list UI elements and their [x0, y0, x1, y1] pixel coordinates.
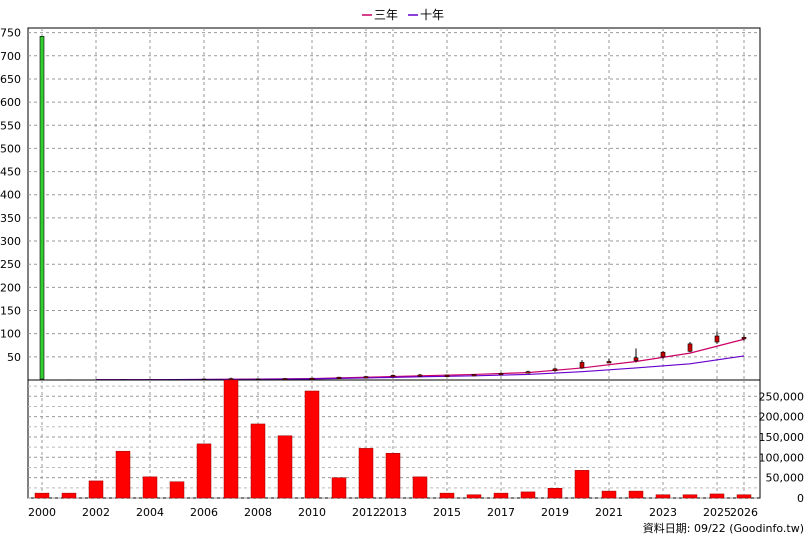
price-ytick-8: 450 [0, 166, 21, 179]
legend-label-0: 三年 [374, 8, 398, 22]
volume-bar-2020 [574, 470, 590, 499]
volume-ytick-5: 250,000 [759, 390, 805, 403]
candle-body-2011 [336, 376, 342, 380]
x-tick-label-2012: 2012 [352, 506, 380, 519]
volume-bar-2019 [547, 487, 563, 499]
volume-bar-2021 [601, 490, 617, 499]
price-ytick-2: 150 [0, 305, 21, 318]
volume-bar-2009 [277, 435, 293, 499]
candle-body-2021 [606, 361, 612, 364]
volume-bar-2002 [88, 480, 104, 499]
volume-bar-2026 [736, 494, 752, 499]
x-tick-label-2008: 2008 [244, 506, 272, 519]
price-ytick-14: 750 [0, 27, 21, 40]
x-tick-label-2000: 2000 [28, 506, 56, 519]
x-tick-label-2017: 2017 [487, 506, 515, 519]
volume-ytick-4: 200,000 [759, 411, 805, 424]
x-tick-label-2013: 2013 [379, 506, 407, 519]
chart-legend: 三年 十年 [362, 8, 444, 22]
volume-ytick-2: 100,000 [759, 451, 805, 464]
x-tick-label-2002: 2002 [82, 506, 110, 519]
volume-bar-2000 [34, 492, 50, 499]
x-tick-label-2015: 2015 [433, 506, 461, 519]
volume-bar-2003 [115, 450, 131, 499]
candle-body-2018 [525, 371, 531, 374]
x-tick-label-2026: 2026 [730, 506, 758, 519]
x-tick-label-2004: 2004 [136, 506, 164, 519]
x-tick-label-2019: 2019 [541, 506, 569, 519]
volume-bar-2014 [412, 476, 428, 499]
volume-bar-2025 [709, 493, 725, 499]
volume-bar-2024 [682, 494, 698, 499]
candle-body-2016 [471, 374, 477, 377]
price-ytick-13: 700 [0, 50, 21, 63]
candle-body-2013 [390, 375, 396, 378]
x-tick-label-2010: 2010 [298, 506, 326, 519]
price-ytick-4: 250 [0, 258, 21, 271]
price-ytick-7: 400 [0, 189, 21, 202]
candle-body-2020 [579, 362, 585, 369]
candle-body-2015 [444, 374, 450, 377]
price-ytick-1: 100 [0, 328, 21, 341]
volume-bar-2023 [655, 494, 671, 499]
candle-body-2022 [633, 357, 639, 361]
volume-bar-2007 [223, 379, 239, 499]
price-ytick-10: 550 [0, 119, 21, 132]
data-date-footer: 資料日期: 09/22 (Goodinfo.tw) [643, 521, 804, 535]
price-ytick-6: 350 [0, 212, 21, 225]
volume-bar-2010 [304, 390, 320, 499]
volume-bar-2005 [169, 481, 185, 499]
candle-body-2017 [498, 372, 504, 376]
volume-bar-2001 [61, 492, 77, 499]
candle-body-2010 [309, 377, 315, 380]
price-ytick-0: 50 [7, 351, 21, 364]
price-plot-area [27, 27, 761, 381]
volume-bar-2011 [331, 477, 347, 499]
volume-bar-2008 [250, 423, 266, 499]
candle-body-2012 [363, 376, 369, 379]
candle-body-2023 [660, 351, 666, 358]
volume-bar-2016 [466, 494, 482, 499]
volume-bar-2006 [196, 443, 212, 499]
volume-ytick-0: 0 [797, 492, 804, 505]
volume-bar-2022 [628, 490, 644, 499]
candle-body-2025 [714, 335, 720, 343]
price-ytick-11: 600 [0, 96, 21, 109]
volume-bar-2012 [358, 448, 374, 499]
x-tick-label-2021: 2021 [595, 506, 623, 519]
candle-body-2026 [741, 337, 747, 340]
legend-label-1: 十年 [420, 8, 444, 22]
price-ytick-12: 650 [0, 73, 21, 86]
volume-ytick-1: 50,000 [766, 472, 805, 485]
volume-panel: 0 50,000 100,000 150,000 200,000 250,000 [27, 379, 805, 505]
x-tick-label-2025: 2025 [703, 506, 731, 519]
x-axis-labels: 2000 2002 2004 2006 2008 2010 2012 2013 2015 2017… [28, 506, 758, 519]
candle-body-2000 [39, 36, 45, 380]
volume-ytick-3: 150,000 [759, 431, 805, 444]
x-tick-label-2006: 2006 [190, 506, 218, 519]
volume-bar-2015 [439, 492, 455, 499]
price-ytick-3: 200 [0, 281, 21, 294]
x-tick-label-2023: 2023 [649, 506, 677, 519]
candle-body-2014 [417, 374, 423, 377]
candle-body-2019 [552, 368, 558, 372]
candle-body-2024 [687, 343, 693, 352]
volume-bar-2017 [493, 492, 509, 499]
price-panel: 50 100 150 200 250 300 350 400 450 500 550 600 650 70… [0, 27, 761, 382]
price-ytick-5: 300 [0, 235, 21, 248]
volume-bar-2004 [142, 476, 158, 499]
price-ytick-9: 500 [0, 142, 21, 155]
volume-bar-2013 [385, 452, 401, 499]
volume-bar-2018 [520, 491, 536, 499]
